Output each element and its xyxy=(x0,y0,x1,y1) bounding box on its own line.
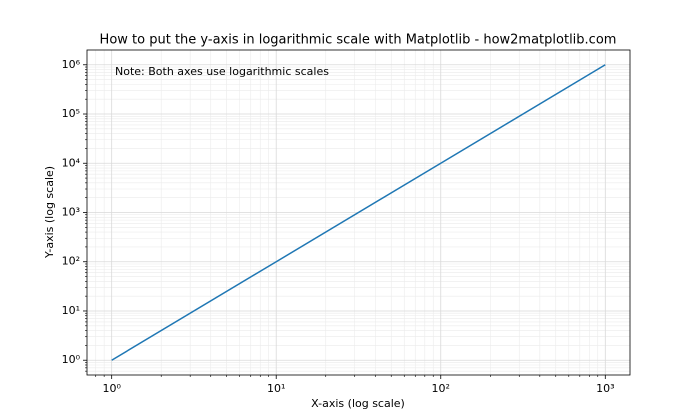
x-axis-label: X-axis (log scale) xyxy=(311,397,405,410)
x-tick-label: 10³ xyxy=(596,382,614,395)
y-tick-label: 10² xyxy=(62,255,80,268)
y-tick-label: 10⁵ xyxy=(62,107,80,120)
x-tick-label: 10¹ xyxy=(267,382,285,395)
x-tick-label: 10² xyxy=(432,382,450,395)
y-axis-label: Y-axis (log scale) xyxy=(43,166,56,259)
chart-title: How to put the y-axis in logarithmic sca… xyxy=(100,33,617,48)
line xyxy=(111,64,606,361)
y-tick-label: 10³ xyxy=(62,205,80,218)
y-tick-label: 10⁰ xyxy=(62,353,81,366)
annotation: Note: Both axes use logarithmic scales xyxy=(115,65,329,78)
y-tick-label: 10¹ xyxy=(62,304,80,317)
x-tick-label: 10⁰ xyxy=(102,382,121,395)
y-tick-label: 10⁴ xyxy=(62,156,81,169)
y-tick-label: 10⁶ xyxy=(62,58,81,71)
plot-frame xyxy=(86,49,631,376)
